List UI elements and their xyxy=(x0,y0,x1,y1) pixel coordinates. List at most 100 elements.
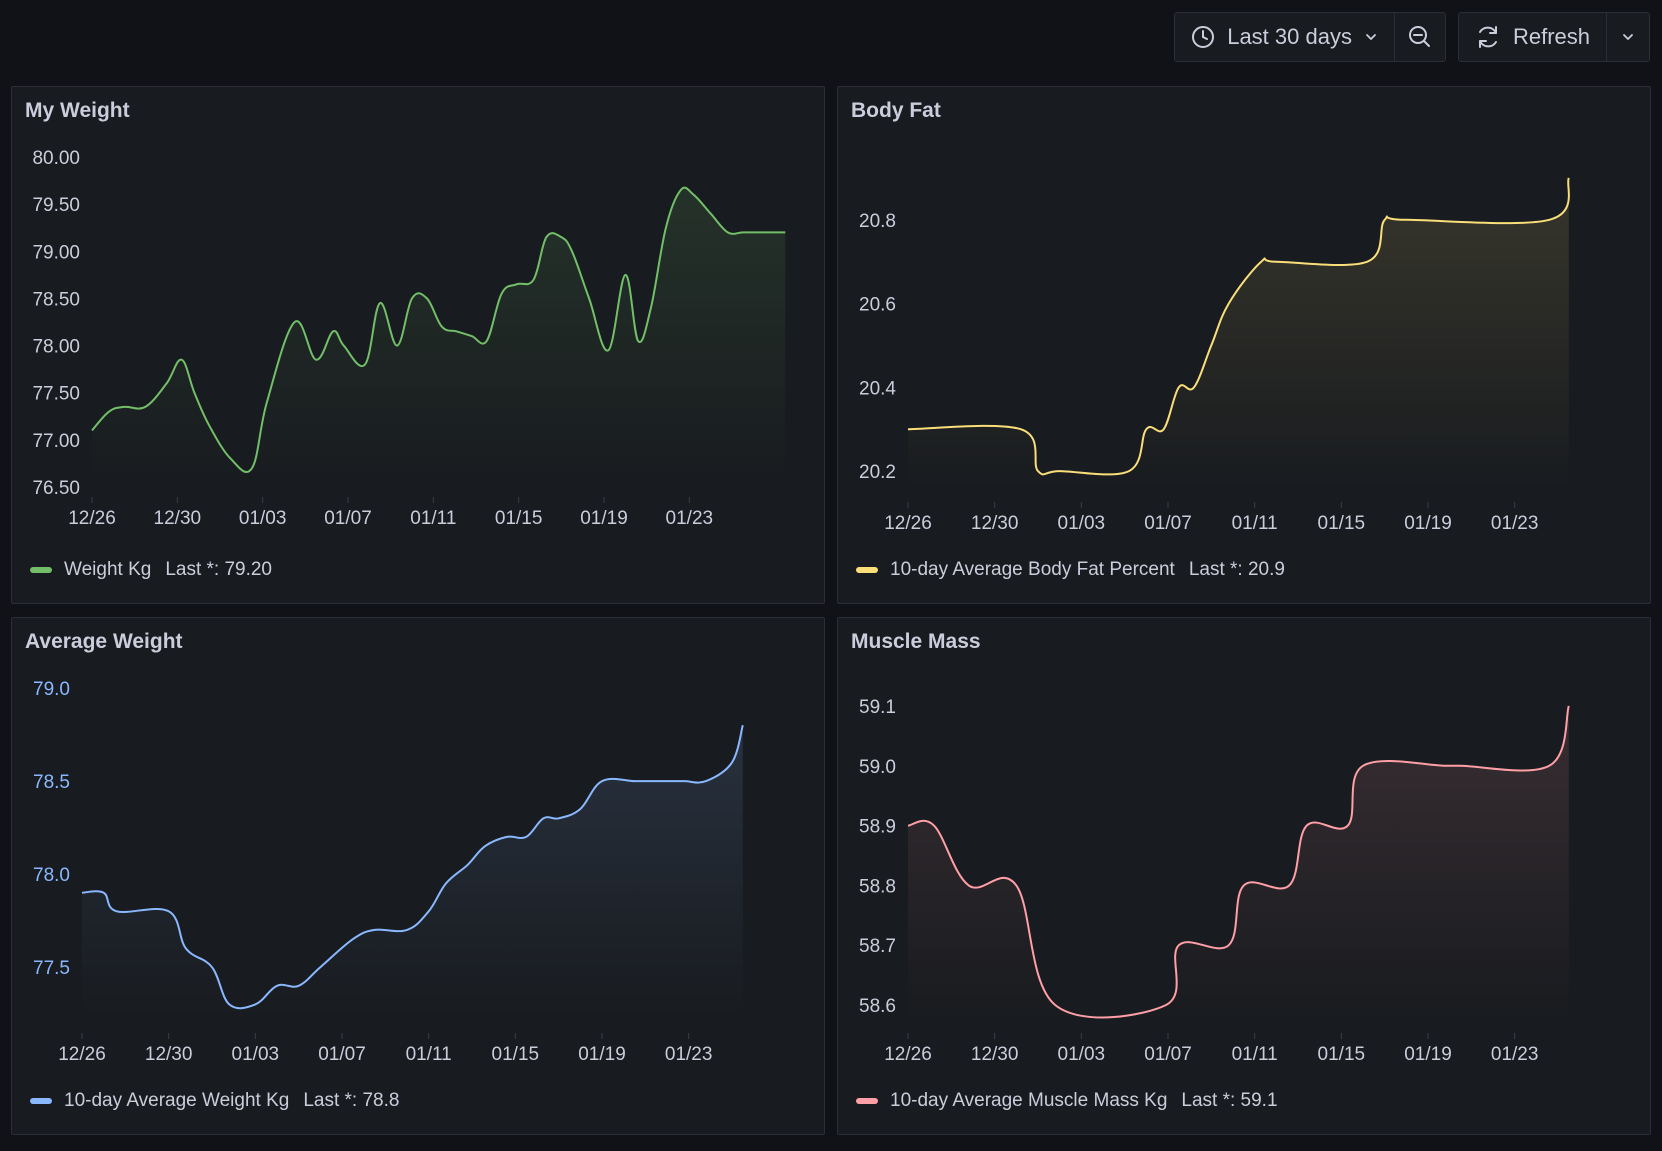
time-range-picker[interactable]: Last 30 days xyxy=(1175,13,1394,61)
series-line[interactable] xyxy=(907,177,1570,476)
series-line[interactable] xyxy=(91,186,786,474)
y-tick-label: 80.00 xyxy=(32,148,80,169)
y-tick-label: 58.6 xyxy=(859,996,896,1017)
x-tick-label: 01/15 xyxy=(1318,513,1366,534)
y-tick-label: 78.50 xyxy=(32,289,80,310)
panel-average-weight[interactable]: Average Weight 79.0 78.5 78.0 77.5 12/26 12/3… xyxy=(11,617,825,1135)
y-tick-label: 59.0 xyxy=(859,757,896,778)
x-tick-label: 01/23 xyxy=(666,508,714,529)
x-tick-label: 01/07 xyxy=(318,1044,366,1065)
y-tick-label: 20.2 xyxy=(859,462,896,483)
x-tick-label: 12/26 xyxy=(58,1044,106,1065)
legend-swatch xyxy=(30,1098,52,1104)
body-fat-chart[interactable]: 20.8 20.6 20.4 20.2 12/26 12/30 01/03 01/07 01/1… xyxy=(838,87,1652,605)
weight-chart[interactable]: 80.00 79.50 79.00 78.50 78.00 77.50 77.00 76.50… xyxy=(12,87,826,605)
x-tick-label: 01/03 xyxy=(232,1044,280,1065)
y-tick-label: 58.7 xyxy=(859,936,896,957)
panel-title: Muscle Mass xyxy=(851,630,981,653)
legend-series-name: 10-day Average Muscle Mass Kg xyxy=(890,1090,1168,1111)
clock-icon xyxy=(1192,26,1215,48)
x-tick-label: 12/26 xyxy=(884,513,932,534)
legend[interactable]: 10-day Average Body Fat Percent Last *: … xyxy=(856,559,1285,581)
series-area-fill xyxy=(908,705,1569,1023)
x-tick-label: 01/23 xyxy=(1491,1044,1539,1065)
panel-title: Average Weight xyxy=(25,630,183,653)
x-tick-label: 12/30 xyxy=(971,1044,1019,1065)
refresh-label: Refresh xyxy=(1512,24,1590,49)
refresh-interval-dropdown[interactable] xyxy=(1606,13,1649,61)
y-tick-label: 77.5 xyxy=(33,958,70,979)
x-tick-label: 12/26 xyxy=(68,508,116,529)
series-area-fill xyxy=(92,187,786,487)
y-tick-label: 58.8 xyxy=(859,876,896,897)
y-tick-label: 76.50 xyxy=(32,478,80,499)
y-tick-label: 77.00 xyxy=(32,431,80,452)
y-tick-label: 58.9 xyxy=(859,817,896,838)
x-tick-label: 01/11 xyxy=(406,1044,452,1065)
y-tick-label: 77.50 xyxy=(32,384,80,405)
legend-swatch xyxy=(856,567,878,573)
y-tick-label: 20.8 xyxy=(859,211,896,232)
panel-body-fat[interactable]: Body Fat 20.8 20.6 20.4 20.2 12/26 12/30 01/03… xyxy=(837,86,1651,604)
x-tick-label: 01/03 xyxy=(1058,513,1106,534)
y-tick-label: 59.1 xyxy=(859,697,896,718)
series-line[interactable] xyxy=(907,705,1570,1019)
y-tick-label: 78.5 xyxy=(33,772,70,793)
dashboard-toolbar: Last 30 days Refresh xyxy=(1174,12,1650,62)
y-tick-label: 20.4 xyxy=(859,378,896,399)
series-line[interactable] xyxy=(81,724,744,1010)
x-tick-label: 01/23 xyxy=(665,1044,713,1065)
panel-title: My Weight xyxy=(25,99,130,122)
x-tick-label: 01/03 xyxy=(239,508,287,529)
x-tick-label: 12/30 xyxy=(971,513,1019,534)
legend[interactable]: Weight Kg Last *: 79.20 xyxy=(30,559,272,581)
zoom-out-icon xyxy=(1408,26,1430,47)
x-tick-label: 01/15 xyxy=(495,508,543,529)
legend-swatch xyxy=(856,1098,878,1104)
series-area-fill xyxy=(82,725,743,1023)
panel-title: Body Fat xyxy=(851,99,941,122)
y-tick-label: 78.00 xyxy=(32,337,80,358)
x-tick-label: 01/19 xyxy=(1404,513,1452,534)
y-tick-label: 20.6 xyxy=(859,295,896,316)
panel-my-weight[interactable]: My Weight 80.00 79.50 79.00 78.50 78.00 77.50… xyxy=(11,86,825,604)
legend-swatch xyxy=(30,567,52,573)
y-tick-label: 79.00 xyxy=(32,242,80,263)
legend-series-name: 10-day Average Body Fat Percent xyxy=(890,559,1175,580)
x-tick-label: 01/11 xyxy=(1232,1044,1278,1065)
x-tick-label: 12/26 xyxy=(884,1044,932,1065)
refresh-group: Refresh xyxy=(1457,12,1650,62)
y-tick-label: 79.0 xyxy=(33,679,70,700)
chevron-down-icon xyxy=(1623,34,1633,41)
legend-last-value: Last *: 20.9 xyxy=(1188,559,1285,580)
x-tick-label: 12/30 xyxy=(154,508,202,529)
x-tick-label: 01/07 xyxy=(1144,513,1192,534)
series-area-fill xyxy=(908,177,1569,492)
panel-muscle-mass[interactable]: Muscle Mass 59.1 59.0 58.9 58.8 58.7 58.6 12/2… xyxy=(837,617,1651,1135)
muscle-mass-chart[interactable]: 59.1 59.0 58.9 58.8 58.7 58.6 12/26 12/30 01/03 0… xyxy=(838,618,1652,1136)
x-tick-label: 01/11 xyxy=(410,508,456,529)
x-tick-label: 01/11 xyxy=(1232,513,1278,534)
x-tick-label: 01/19 xyxy=(578,1044,626,1065)
y-tick-label: 78.0 xyxy=(33,865,70,886)
x-tick-label: 01/19 xyxy=(1404,1044,1452,1065)
x-tick-label: 01/19 xyxy=(580,508,628,529)
legend[interactable]: 10-day Average Muscle Mass Kg Last *: 59… xyxy=(856,1090,1278,1112)
legend-last-value: Last *: 79.20 xyxy=(165,559,273,580)
legend-last-value: Last *: 59.1 xyxy=(1181,1090,1278,1111)
time-range-label: Last 30 days xyxy=(1227,24,1352,49)
refresh-icon xyxy=(1478,26,1497,48)
average-weight-chart[interactable]: 79.0 78.5 78.0 77.5 12/26 12/30 01/03 01/07 01/1… xyxy=(12,618,826,1136)
x-tick-label: 01/07 xyxy=(324,508,372,529)
x-tick-label: 01/23 xyxy=(1491,513,1539,534)
legend-series-name: Weight Kg xyxy=(64,559,152,580)
chevron-down-icon xyxy=(1366,34,1376,41)
legend[interactable]: 10-day Average Weight Kg Last *: 78.8 xyxy=(30,1090,399,1112)
x-tick-label: 01/07 xyxy=(1144,1044,1192,1065)
time-picker-group: Last 30 days xyxy=(1174,12,1446,62)
x-tick-label: 12/30 xyxy=(145,1044,193,1065)
zoom-out-button[interactable] xyxy=(1393,13,1445,61)
legend-series-name: 10-day Average Weight Kg xyxy=(64,1090,290,1111)
x-tick-label: 01/03 xyxy=(1058,1044,1106,1065)
refresh-button[interactable]: Refresh xyxy=(1458,13,1606,61)
